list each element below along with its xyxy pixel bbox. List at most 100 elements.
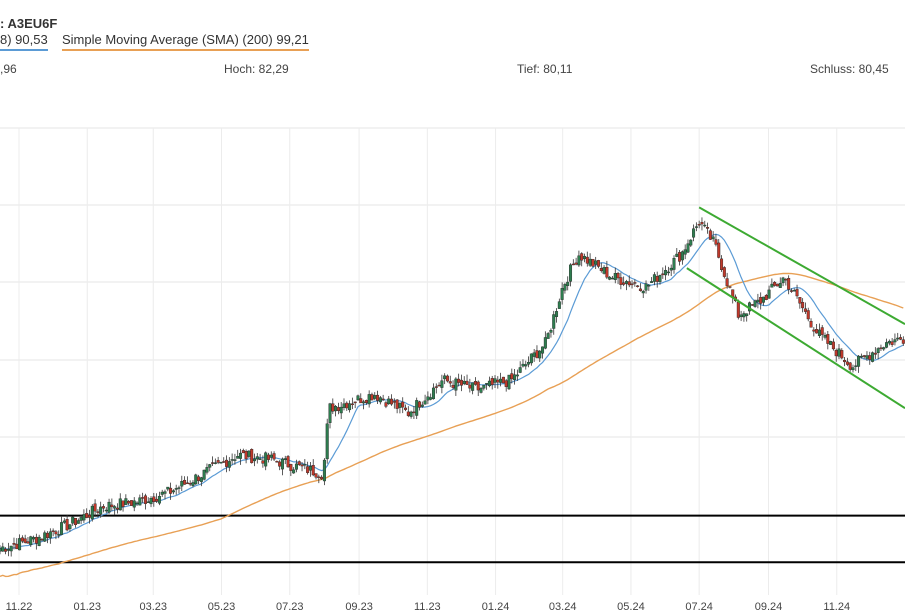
candle-body [121,500,125,507]
candle-body [244,451,248,460]
candle-body [74,518,78,526]
candle-body [871,352,875,362]
candle-body [364,400,368,404]
candle-body [798,297,802,304]
candle-body [264,452,268,467]
candle-body [725,278,729,287]
candle-body [745,313,749,317]
candle-body [605,267,609,278]
candle-body [252,458,256,462]
candle-body [767,289,771,299]
candle-body [661,273,665,276]
candle-body [457,378,461,383]
candle-body [440,380,444,388]
candle-body [538,350,542,359]
sma-long-legend[interactable]: Simple Moving Average (SMA) (200) 99,21 [62,32,309,51]
candle-body [806,310,810,320]
candle-body [862,355,866,357]
candle-body [454,378,458,391]
candle-body [107,501,111,513]
candle-body [882,347,886,350]
candle-body [756,299,760,303]
candle-body [759,297,763,304]
candle-body [571,263,575,266]
symbol-label: : A3EU6F [0,16,58,31]
candle-body [583,256,587,259]
candle-body [4,548,8,552]
candle-body [370,394,374,401]
candle-body [82,514,86,521]
trendlines-layer [686,206,905,410]
stat-low: Tief: 80,11 [517,62,573,76]
candle-body [306,466,310,473]
candle-body [585,256,589,264]
candle-body [185,482,189,485]
candle-body [415,400,419,416]
candle-body [350,403,354,406]
candle-body [79,517,83,521]
candle-body [647,285,651,287]
sma-long-line [0,272,904,578]
candle-body [345,402,349,409]
candle-body [602,267,606,274]
candle-body [636,285,640,287]
candle-body [873,352,877,355]
candle-body [546,333,550,339]
candle-body [501,376,505,384]
candle-body [775,283,779,287]
candle-body [339,406,343,414]
candle-body [191,482,195,486]
candle-body [728,286,732,288]
candle-body [865,355,869,359]
sma-long-swatch [62,49,309,51]
candle-body [286,456,290,468]
candle-body [143,495,147,504]
candle-body [549,330,553,333]
candle-body [132,500,136,508]
sma-short-legend[interactable]: 8) 90,53 [0,32,48,51]
candle-body [57,534,61,536]
candle-body [183,479,187,485]
candle-body [275,461,279,463]
candle-body [770,283,774,288]
candle-body [334,406,338,412]
candle-body [96,511,100,513]
candle-body [289,464,293,471]
candle-body [261,460,265,464]
candle-body [641,290,645,294]
candle-body [328,403,332,423]
candle-body [46,532,50,538]
candle-body [353,401,357,404]
candle-body [809,320,813,328]
candle-body [518,367,522,373]
candle-body [826,334,830,344]
candle-body [521,363,525,367]
candle-body [278,461,282,467]
candle-body [40,538,44,541]
candle-body [496,379,500,383]
candle-body [37,536,41,546]
candle-body [180,481,184,487]
candle-body [236,456,240,459]
candle-body [451,384,455,388]
candle-body [778,283,782,288]
candle-body [764,294,768,300]
candle-body [851,367,855,371]
x-tick-label: 05.24 [617,601,645,613]
candle-body [401,401,405,408]
candle-body [683,249,687,255]
candle-body [624,281,628,284]
candle-body [465,380,469,385]
candle-body [272,453,276,460]
candle-body [893,339,897,343]
candle-body [527,361,531,365]
candle-body [155,498,159,502]
candle-body [834,350,838,357]
candle-body [445,375,449,382]
candle-body [381,398,385,401]
candle-body [294,463,298,470]
candle-body [233,459,237,461]
candle-body [348,403,352,411]
candle-body [524,364,528,367]
